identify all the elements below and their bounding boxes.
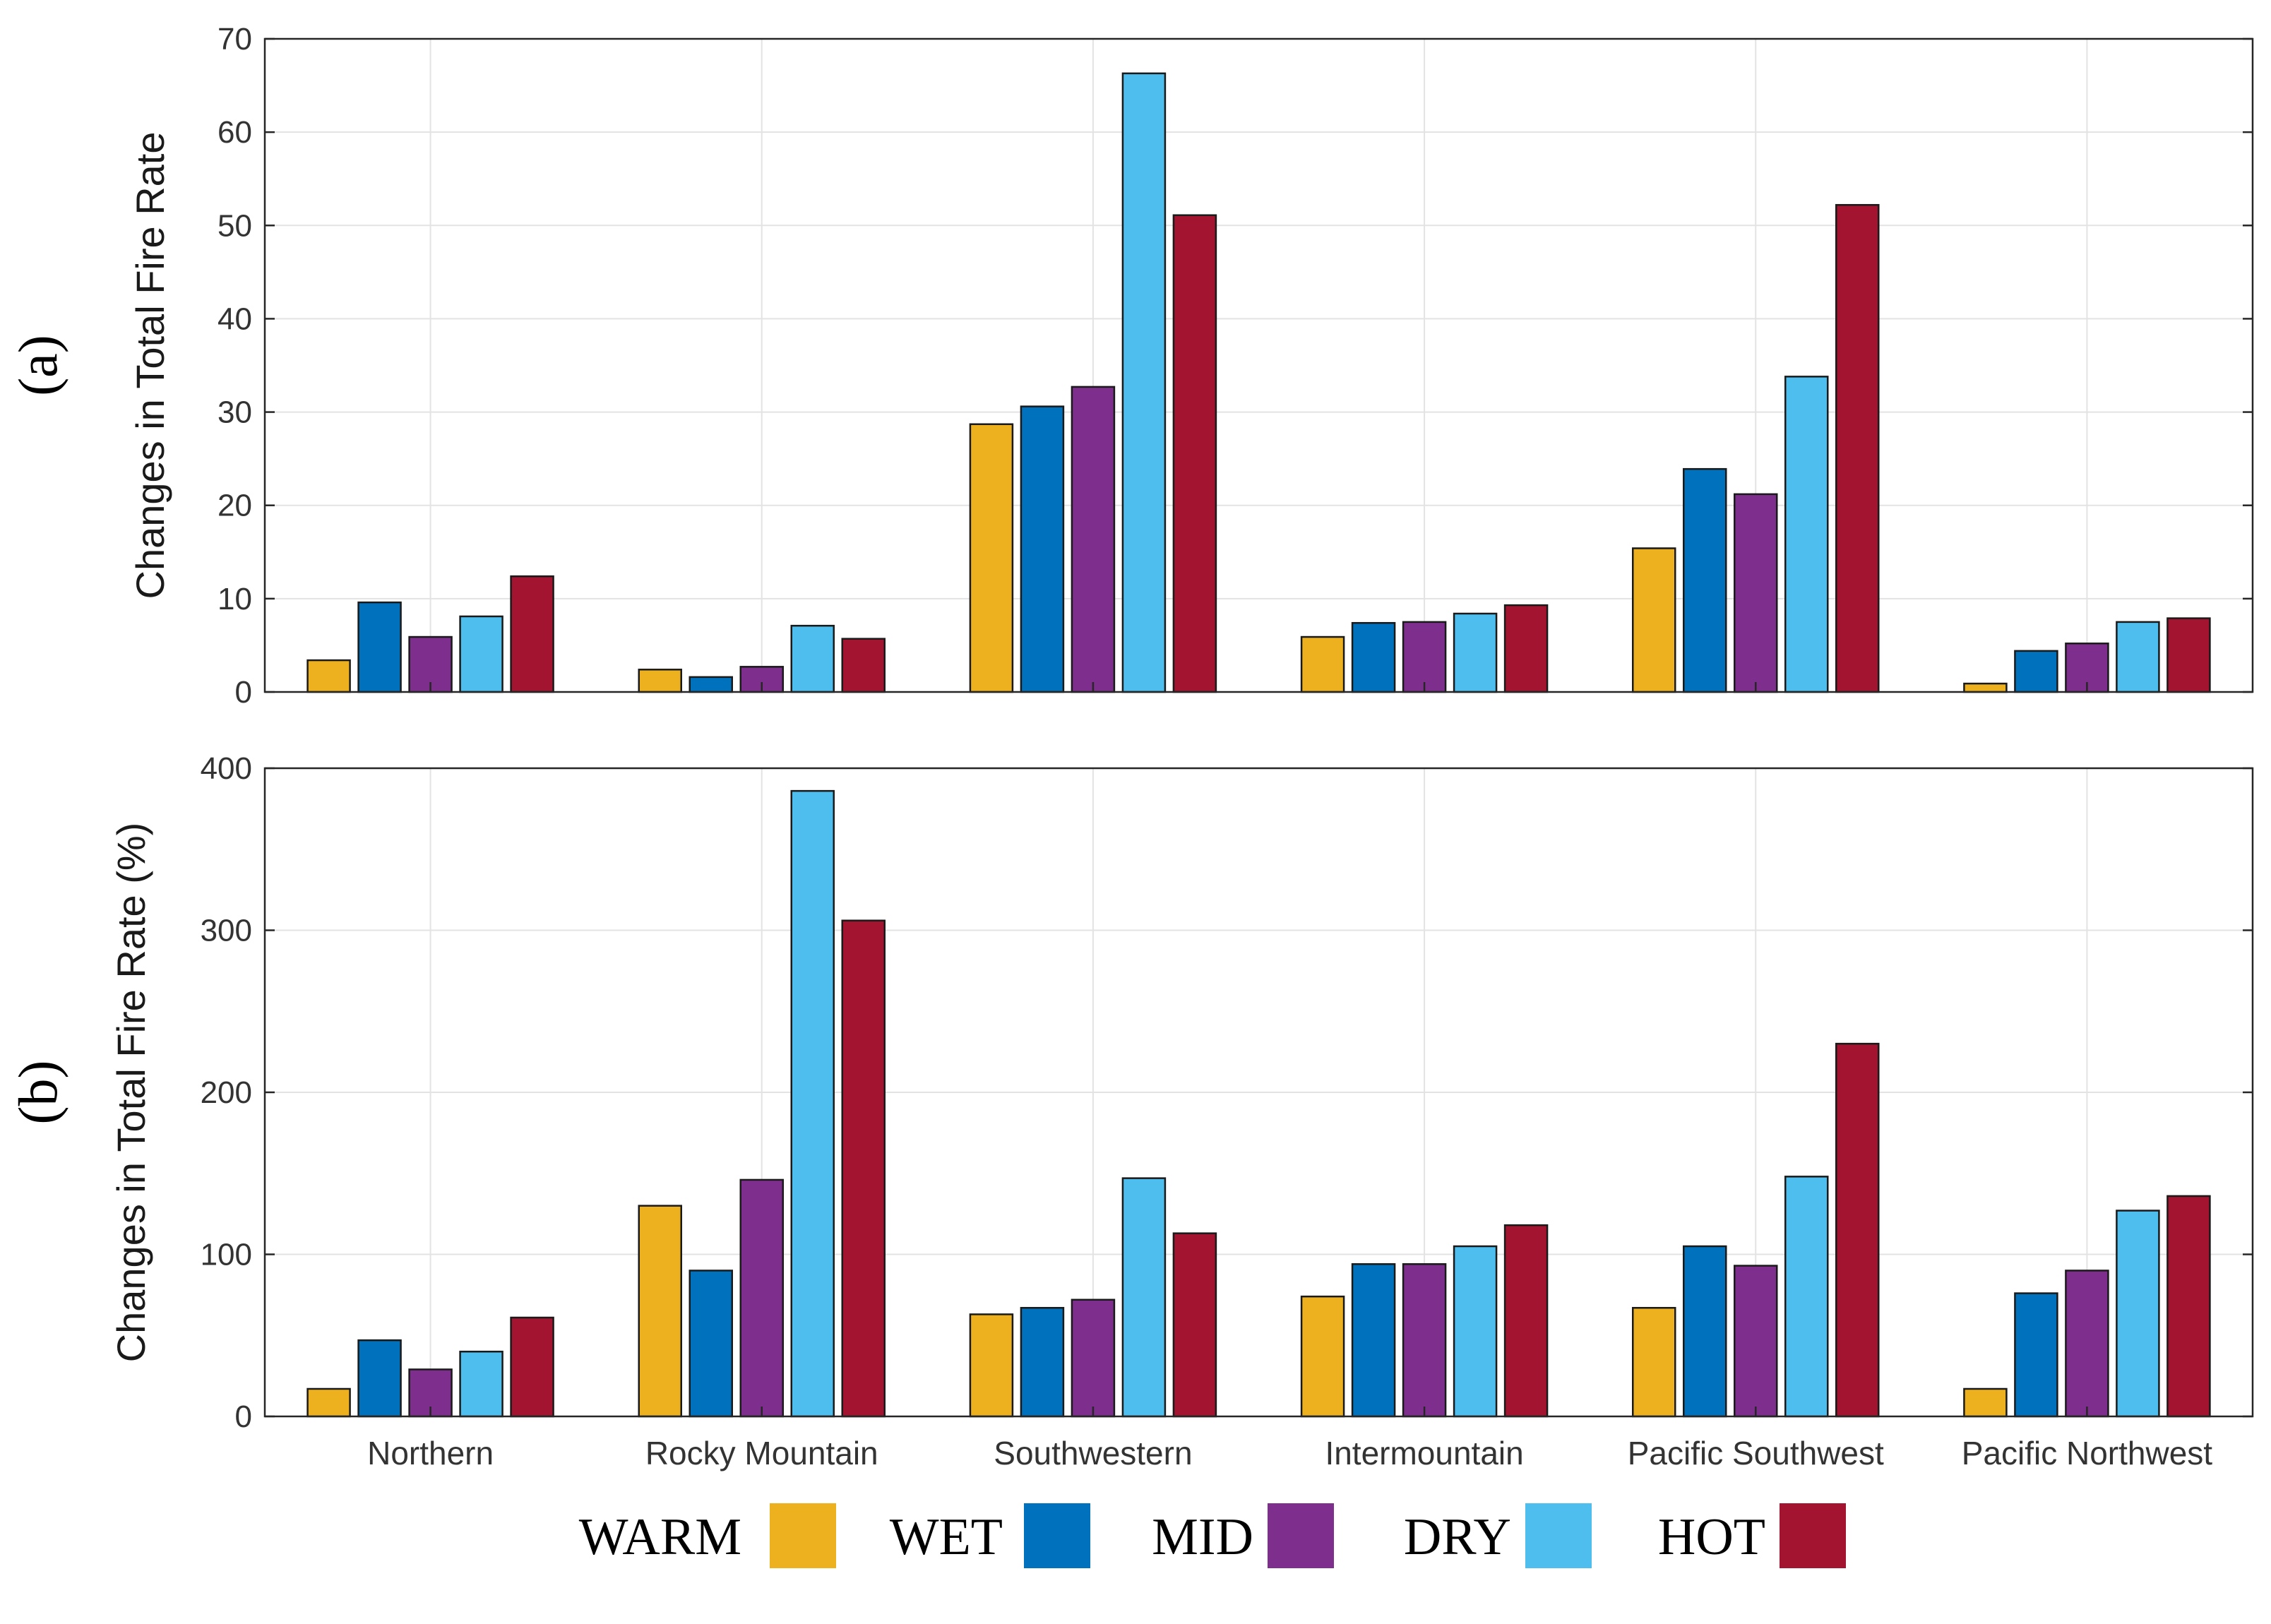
- bar-wet-northern: [357, 1339, 402, 1418]
- bar-mid-rocky-mountain: [739, 1178, 784, 1418]
- x-tick-label: Northern: [367, 1435, 494, 1471]
- y-tick-label: 30: [217, 395, 252, 430]
- y-tick-label: 300: [201, 914, 252, 948]
- x-tick-label: Pacific Southwest: [1628, 1435, 1884, 1471]
- bar-warm-southwestern: [969, 1313, 1014, 1418]
- bar-warm-pacific-northwest: [1963, 682, 2008, 693]
- y-tick-label: 60: [217, 115, 252, 150]
- y-tick-label: 70: [217, 22, 252, 56]
- plot-area: [265, 39, 2253, 692]
- legend-label-dry: DRY: [1404, 1508, 1511, 1566]
- legend-swatch-hot: [1780, 1503, 1846, 1568]
- y-tick-label: 200: [201, 1075, 252, 1110]
- y-tick-label: 20: [217, 489, 252, 523]
- bar-warm-northern: [306, 659, 351, 693]
- legend-label-wet: WET: [890, 1508, 1003, 1566]
- y-tick-label: 400: [201, 751, 252, 786]
- bar-dry-pacific-southwest: [1784, 1176, 1829, 1418]
- bar-hot-southwestern: [1172, 214, 1217, 693]
- y-tick-label: 40: [217, 301, 252, 336]
- bar-warm-pacific-southwest: [1632, 547, 1676, 693]
- bar-mid-pacific-southwest: [1734, 1265, 1778, 1418]
- legend-swatch-dry: [1525, 1503, 1592, 1568]
- bar-mid-intermountain: [1402, 1263, 1447, 1418]
- legend-label-warm: WARM: [579, 1508, 741, 1566]
- legend-label-hot: HOT: [1658, 1508, 1765, 1566]
- x-tick-label: Rocky Mountain: [645, 1435, 878, 1471]
- bar-dry-southwestern: [1121, 72, 1167, 693]
- bar-wet-rocky-mountain: [689, 1270, 733, 1418]
- bar-dry-pacific-northwest: [2116, 621, 2160, 693]
- legend-swatch-mid: [1268, 1503, 1334, 1568]
- bar-wet-rocky-mountain: [689, 676, 733, 693]
- bar-hot-rocky-mountain: [841, 638, 886, 693]
- bar-warm-northern: [306, 1387, 351, 1418]
- y-tick-label: 100: [201, 1238, 252, 1272]
- bar-wet-pacific-northwest: [2014, 1292, 2058, 1418]
- bar-dry-northern: [459, 615, 503, 693]
- bar-mid-pacific-northwest: [2065, 1270, 2109, 1418]
- bar-wet-pacific-northwest: [2014, 650, 2058, 693]
- y-axis-label: Changes in Total Fire Rate: [128, 132, 172, 599]
- bar-wet-pacific-southwest: [1683, 1245, 1727, 1418]
- bar-dry-intermountain: [1453, 612, 1498, 693]
- bar-mid-southwestern: [1071, 386, 1116, 693]
- bar-mid-southwestern: [1071, 1298, 1116, 1418]
- y-axis-label: Changes in Total Fire Rate (%): [109, 823, 153, 1363]
- bar-dry-northern: [459, 1350, 503, 1418]
- bar-dry-rocky-mountain: [790, 789, 835, 1418]
- legend: WARM WET MID DRY HOT: [579, 1503, 1846, 1568]
- bar-hot-pacific-northwest: [2166, 617, 2211, 693]
- bar-dry-pacific-southwest: [1784, 376, 1829, 693]
- y-tick-label: 50: [217, 208, 252, 243]
- bar-hot-pacific-northwest: [2166, 1195, 2211, 1418]
- bar-wet-southwestern: [1020, 1306, 1065, 1418]
- bar-dry-rocky-mountain: [790, 624, 835, 693]
- bar-warm-intermountain: [1300, 635, 1345, 693]
- bar-hot-pacific-southwest: [1835, 203, 1880, 693]
- bar-warm-pacific-northwest: [1963, 1387, 2008, 1418]
- panel-label: (b): [7, 1061, 68, 1125]
- bar-warm-intermountain: [1300, 1295, 1345, 1418]
- bar-warm-southwestern: [969, 423, 1014, 693]
- bar-hot-intermountain: [1503, 604, 1549, 693]
- legend-label-mid: MID: [1152, 1508, 1253, 1566]
- bar-hot-northern: [510, 1316, 554, 1418]
- bar-mid-pacific-southwest: [1734, 493, 1778, 693]
- y-tick-label: 10: [217, 582, 252, 616]
- bar-warm-rocky-mountain: [638, 669, 682, 693]
- panel-label: (a): [7, 335, 68, 396]
- y-tick-label: 0: [235, 675, 252, 710]
- bar-warm-pacific-southwest: [1632, 1306, 1676, 1418]
- x-tick-label: Intermountain: [1325, 1435, 1523, 1471]
- x-tick-label: Southwestern: [994, 1435, 1192, 1471]
- chart-panel-a: 0 10 20 30 40 50 60 70 Changes in Total Fire Rat…: [7, 22, 2254, 710]
- bar-wet-pacific-southwest: [1683, 467, 1727, 693]
- x-tick-label: Pacific Northwest: [1962, 1435, 2213, 1471]
- bar-hot-northern: [510, 575, 554, 693]
- bar-dry-intermountain: [1453, 1245, 1498, 1418]
- bar-wet-northern: [357, 601, 402, 693]
- bar-wet-intermountain: [1351, 621, 1396, 693]
- bar-hot-pacific-southwest: [1835, 1042, 1880, 1418]
- legend-swatch-warm: [770, 1503, 836, 1568]
- bar-hot-intermountain: [1503, 1224, 1549, 1418]
- y-tick-label: 0: [235, 1399, 252, 1434]
- bar-warm-rocky-mountain: [638, 1205, 682, 1418]
- axes-frame: [263, 37, 2254, 693]
- bar-hot-southwestern: [1172, 1232, 1217, 1418]
- bar-wet-intermountain: [1351, 1263, 1396, 1418]
- bar-mid-intermountain: [1402, 621, 1447, 693]
- bar-dry-southwestern: [1121, 1177, 1167, 1418]
- bar-hot-rocky-mountain: [841, 919, 886, 1418]
- bar-dry-pacific-northwest: [2116, 1210, 2160, 1418]
- chart-panel-b: 0 100 200 300 400 Northern Rocky Mountain South…: [7, 751, 2254, 1471]
- bar-wet-southwestern: [1020, 405, 1065, 693]
- legend-swatch-wet: [1024, 1503, 1090, 1568]
